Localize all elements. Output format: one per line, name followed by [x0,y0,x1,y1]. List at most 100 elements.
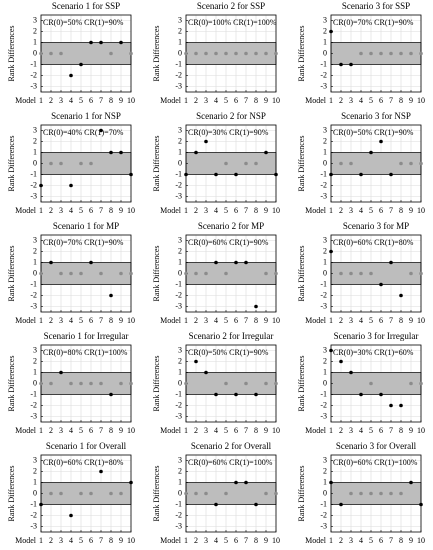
x-tick-label: 3 [59,536,63,545]
point [69,271,73,276]
x-tick-label: 8 [399,316,403,325]
y-tick-label: -3 [30,301,37,310]
y-axis-label: Rank Differences [7,465,16,521]
y-tick-label: 0 [33,378,37,387]
x-axis-label: Model [160,96,182,105]
y-tick-label: 2 [178,26,182,35]
x-tick-label: 2 [49,316,53,325]
y-tick-label: 0 [33,488,37,497]
point [129,381,133,386]
point [214,260,218,265]
point [194,150,198,155]
x-tick-label: 5 [224,426,228,435]
y-axis-label: Rank Differences [297,25,306,81]
x-tick-label: 7 [389,426,393,435]
x-tick-label: 7 [99,206,103,215]
point [264,51,268,56]
x-tick-label: 2 [194,96,198,105]
x-tick-label: 5 [369,316,373,325]
x-tick-label: 9 [264,206,268,215]
x-tick-label: 8 [399,426,403,435]
point [419,161,423,166]
point [224,491,228,496]
x-tick-label: 5 [369,206,373,215]
y-tick-label: 0 [178,488,182,497]
x-tick-label: 1 [39,96,43,105]
x-tick-label: 7 [244,96,248,105]
y-tick-label: -3 [175,411,182,420]
point [234,480,238,485]
y-tick-label: 2 [323,466,327,475]
x-axis-label: Model [305,96,327,105]
x-tick-label: 2 [339,316,343,325]
x-axis-label: Model [160,316,182,325]
x-tick-label: 8 [399,536,403,545]
y-tick-label: -3 [30,411,37,420]
x-tick-label: 8 [109,316,113,325]
x-tick-label: 8 [109,206,113,215]
y-tick-label: -3 [30,191,37,200]
y-tick-label: -2 [175,400,182,409]
panel-title: Scenario 2 for Overall [191,441,272,451]
point [409,161,413,166]
annotation: CR(0)=40% CR(1)=70% [43,128,124,137]
x-tick-label: 2 [339,206,343,215]
x-tick-label: 3 [59,96,63,105]
point [339,502,343,507]
x-tick-label: 3 [349,536,353,545]
x-tick-label: 2 [49,206,53,215]
x-tick-label: 4 [214,206,218,215]
y-tick-label: 3 [323,125,327,134]
point [274,172,278,177]
y-tick-label: -2 [30,70,37,79]
point [379,139,383,144]
x-axis-label: Model [15,96,37,105]
annotation: CR(0)=80% CR(1)=100% [43,348,128,357]
x-tick-label: 6 [234,426,238,435]
x-tick-label: 9 [264,426,268,435]
y-tick-label: -1 [175,389,182,398]
y-tick-label: 0 [323,48,327,57]
x-tick-label: 1 [329,316,333,325]
point [369,271,373,276]
y-axis-label: Rank Differences [7,25,16,81]
y-tick-label: -1 [175,279,182,288]
x-tick-label: 3 [204,206,208,215]
y-tick-label: 2 [33,246,37,255]
y-tick-label: 0 [33,48,37,57]
point [369,381,373,386]
point [184,491,188,496]
panel-title: Scenario 3 for NSP [341,111,411,121]
point [49,161,53,166]
y-tick-label: -1 [30,389,37,398]
point [339,271,343,276]
point [399,161,403,166]
point [119,40,123,45]
point [184,271,188,276]
y-tick-label: 0 [178,378,182,387]
band [185,372,277,395]
panel-title: Scenario 1 for MP [53,221,119,231]
point [109,293,113,298]
x-tick-label: 2 [194,536,198,545]
point [129,172,133,177]
y-tick-label: 2 [178,246,182,255]
y-tick-label: 1 [178,367,182,376]
point [129,51,133,56]
x-tick-label: 4 [69,96,73,105]
x-tick-label: 2 [194,316,198,325]
y-tick-label: -1 [175,169,182,178]
point [274,381,278,386]
y-tick-label: -1 [30,169,37,178]
point [59,161,63,166]
x-tick-label: 3 [204,96,208,105]
point [399,51,403,56]
y-tick-label: 1 [33,367,37,376]
y-tick-label: -2 [30,290,37,299]
annotation: CR(0)=50% CR(1)=90% [43,18,124,27]
panel-title: Scenario 2 for Irregular [189,331,274,341]
